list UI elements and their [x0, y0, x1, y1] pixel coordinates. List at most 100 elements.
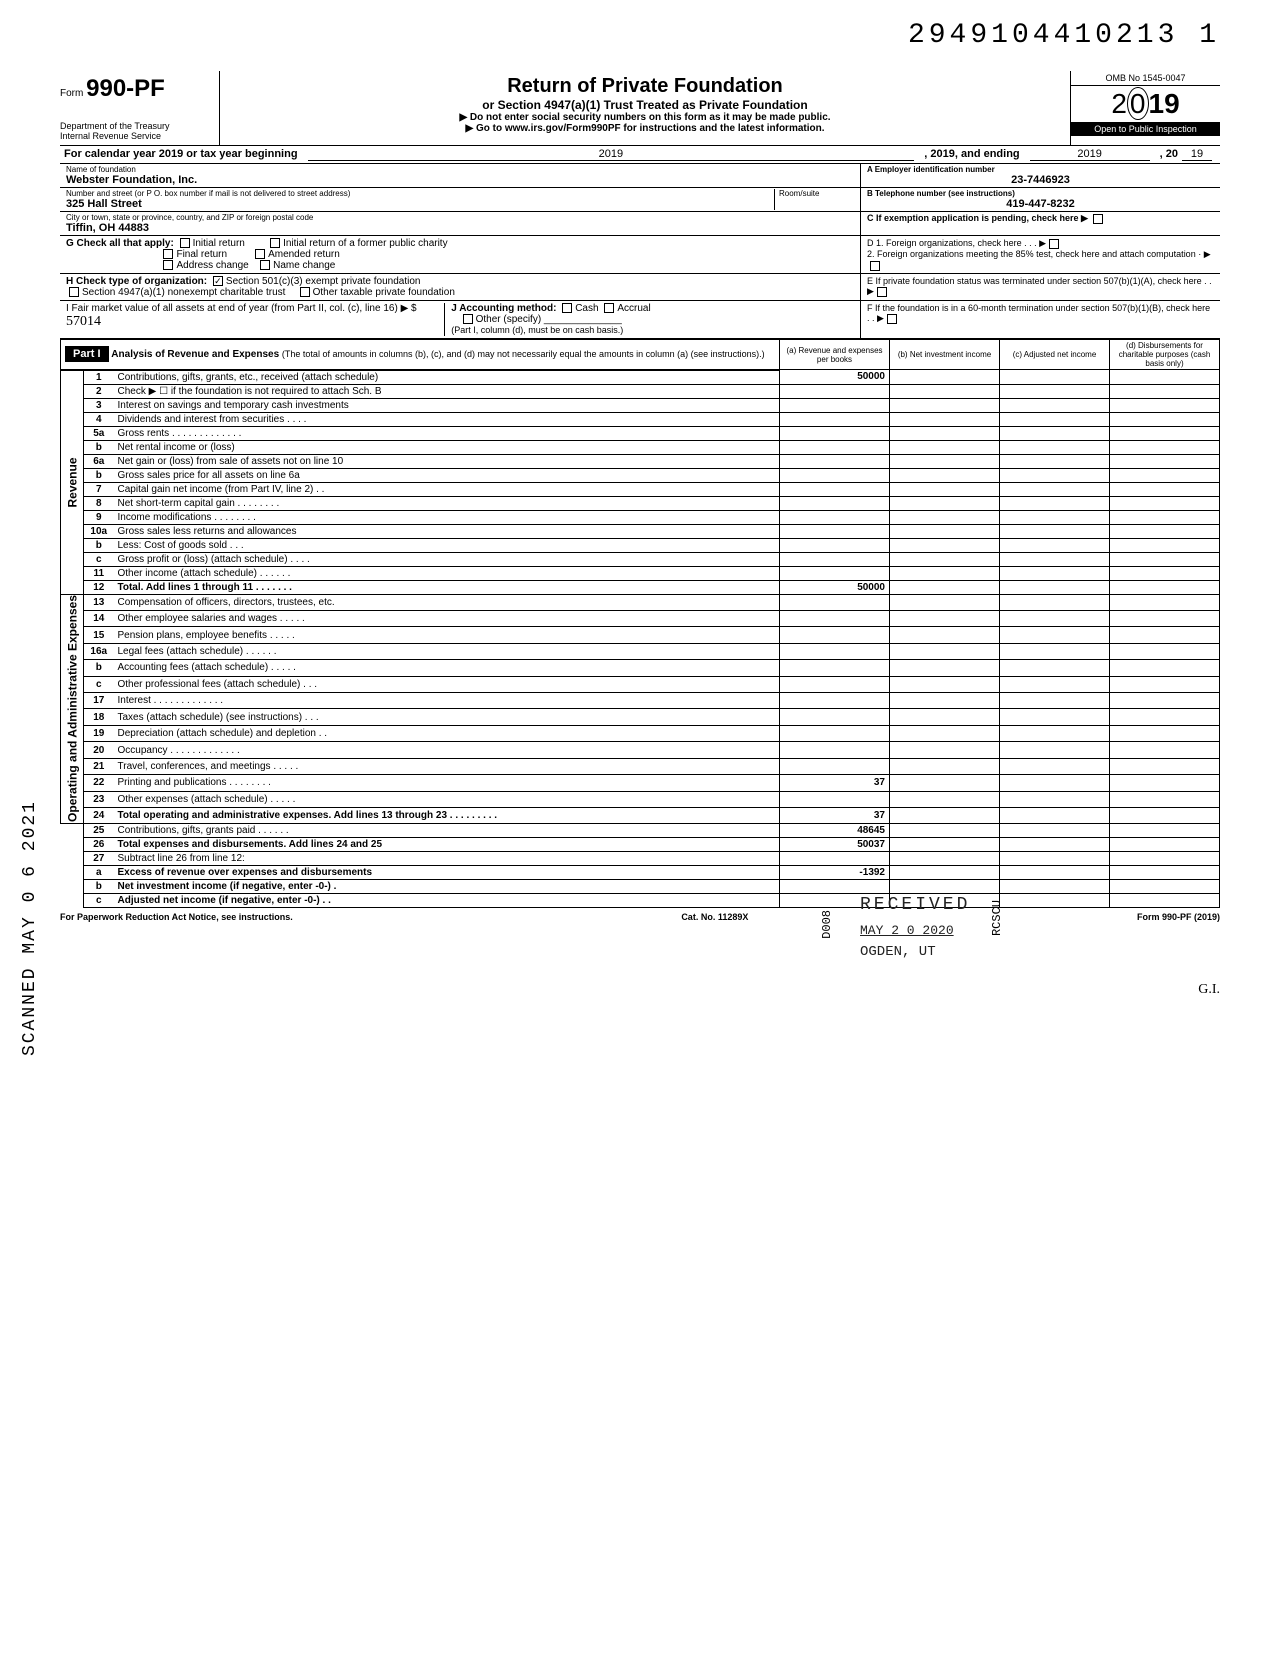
- amount-cell: [890, 552, 1000, 566]
- line-description: Net short-term capital gain . . . . . . …: [114, 496, 780, 510]
- amount-cell: [1000, 538, 1110, 552]
- ein-label: A Employer identification number: [867, 165, 1214, 174]
- ein-value: 23-7446923: [867, 174, 1214, 186]
- table-row: 6aNet gain or (loss) from sale of assets…: [61, 454, 1220, 468]
- amount-cell: [1000, 454, 1110, 468]
- check-other-taxable[interactable]: [300, 287, 310, 297]
- amount-cell: [1000, 838, 1110, 852]
- amount-cell: [780, 538, 890, 552]
- check-amended[interactable]: [255, 249, 265, 259]
- amount-cell: [1110, 852, 1220, 866]
- amount-cell: [780, 454, 890, 468]
- amount-cell: [890, 852, 1000, 866]
- check-d2[interactable]: [870, 261, 880, 271]
- amount-cell: [1110, 725, 1220, 741]
- amount-cell: [890, 384, 1000, 398]
- amount-cell: [1110, 552, 1220, 566]
- amount-cell: [1000, 580, 1110, 594]
- box-c-check[interactable]: [1093, 214, 1103, 224]
- line-description: Depreciation (attach schedule) and deple…: [114, 725, 780, 741]
- table-row: 2Check ▶ ☐ if the foundation is not requ…: [61, 384, 1220, 398]
- check-501c3[interactable]: ✓: [213, 276, 223, 286]
- stamp-d008: D008: [820, 910, 834, 939]
- amount-cell: -1392: [780, 866, 890, 880]
- table-row: cAdjusted net income (if negative, enter…: [61, 894, 1220, 908]
- public-inspection: Open to Public Inspection: [1071, 122, 1220, 136]
- line-number: 11: [84, 566, 114, 580]
- check-f[interactable]: [887, 314, 897, 324]
- line-description: Other professional fees (attach schedule…: [114, 676, 780, 692]
- phone-value: 419-447-8232: [867, 198, 1214, 210]
- amount-cell: [1000, 482, 1110, 496]
- amount-cell: [1110, 454, 1220, 468]
- amount-cell: [1000, 627, 1110, 643]
- form-title: Return of Private Foundation: [228, 75, 1062, 98]
- section-g-d: G Check all that apply: Initial return I…: [60, 236, 1220, 274]
- check-e[interactable]: [877, 287, 887, 297]
- line-number: b: [84, 660, 114, 676]
- amount-cell: [780, 496, 890, 510]
- foundation-info: Name of foundation Webster Foundation, I…: [60, 164, 1220, 236]
- amount-cell: [1110, 775, 1220, 791]
- amount-cell: [1110, 440, 1220, 454]
- table-row: 3Interest on savings and temporary cash …: [61, 398, 1220, 412]
- amount-cell: [1000, 709, 1110, 725]
- amount-cell: [890, 627, 1000, 643]
- amount-cell: [890, 610, 1000, 626]
- amount-cell: [780, 758, 890, 774]
- check-4947[interactable]: [69, 287, 79, 297]
- amount-cell: [1110, 496, 1220, 510]
- amount-cell: [1000, 660, 1110, 676]
- amount-cell: [1110, 468, 1220, 482]
- line-number: 23: [84, 791, 114, 807]
- scanned-stamp: SCANNED MAY 0 6 2021: [20, 800, 40, 1056]
- line-description: Net rental income or (loss): [114, 440, 780, 454]
- form-number: 990-PF: [86, 75, 165, 102]
- amount-cell: [1000, 852, 1110, 866]
- check-cash[interactable]: [562, 303, 572, 313]
- amount-cell: [780, 725, 890, 741]
- amount-cell: [890, 594, 1000, 610]
- amount-cell: 50000: [780, 580, 890, 594]
- check-accrual[interactable]: [604, 303, 614, 313]
- check-name[interactable]: [260, 260, 270, 270]
- line-number: 9: [84, 510, 114, 524]
- amount-cell: [890, 566, 1000, 580]
- amount-cell: [1000, 758, 1110, 774]
- amount-cell: [890, 370, 1000, 385]
- table-row: aExcess of revenue over expenses and dis…: [61, 866, 1220, 880]
- check-initial-former[interactable]: [270, 238, 280, 248]
- check-address[interactable]: [163, 260, 173, 270]
- form-note-1: ▶ Do not enter social security numbers o…: [228, 112, 1062, 123]
- line-description: Occupancy . . . . . . . . . . . . .: [114, 742, 780, 758]
- amount-cell: [1000, 594, 1110, 610]
- table-row: bAccounting fees (attach schedule) . . .…: [61, 660, 1220, 676]
- footer-left: For Paperwork Reduction Act Notice, see …: [60, 912, 293, 922]
- line-number: 4: [84, 412, 114, 426]
- amount-cell: [890, 510, 1000, 524]
- check-d1[interactable]: [1049, 239, 1059, 249]
- amount-cell: [1110, 384, 1220, 398]
- page-footer: For Paperwork Reduction Act Notice, see …: [60, 908, 1220, 922]
- amount-cell: [780, 627, 890, 643]
- col-d-header: (d) Disbursements for charitable purpose…: [1110, 340, 1220, 370]
- amount-cell: [1110, 510, 1220, 524]
- check-final[interactable]: [163, 249, 173, 259]
- line-number: 8: [84, 496, 114, 510]
- line-description: Total operating and administrative expen…: [114, 807, 780, 823]
- part1-table: Part I Analysis of Revenue and Expenses …: [60, 339, 1220, 908]
- line-description: Excess of revenue over expenses and disb…: [114, 866, 780, 880]
- amount-cell: [780, 742, 890, 758]
- table-row: 17Interest . . . . . . . . . . . . .: [61, 693, 1220, 709]
- amount-cell: 37: [780, 775, 890, 791]
- check-initial[interactable]: [180, 238, 190, 248]
- line-number: 21: [84, 758, 114, 774]
- box-c: C If exemption application is pending, c…: [867, 213, 1088, 223]
- amount-cell: [890, 725, 1000, 741]
- table-row: 27Subtract line 26 from line 12:: [61, 852, 1220, 866]
- amount-cell: [1110, 824, 1220, 838]
- amount-cell: [890, 538, 1000, 552]
- amount-cell: [890, 866, 1000, 880]
- amount-cell: 37: [780, 807, 890, 823]
- check-other-method[interactable]: [463, 314, 473, 324]
